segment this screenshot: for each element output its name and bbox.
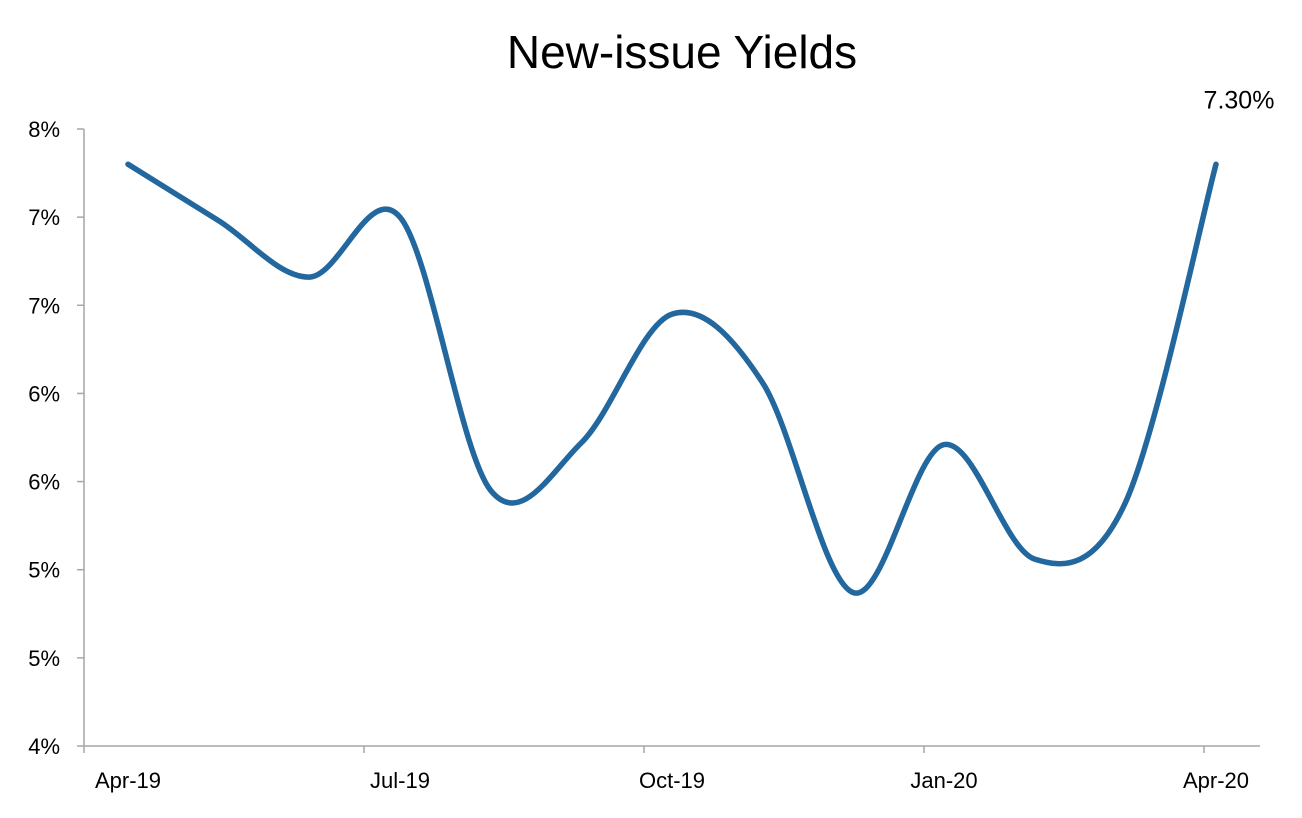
y-tick-label: 7% <box>28 293 60 318</box>
y-tick-label: 6% <box>28 470 60 495</box>
x-tick-label: Apr-20 <box>1183 768 1249 793</box>
y-axis: 4% 5% 5% 6% 6% 7% 7% 8% <box>28 117 85 759</box>
series-lines <box>125 161 1219 596</box>
chart-title: New-issue Yields <box>507 26 857 78</box>
x-axis: Apr-19 Jul-19 Oct-19 Jan-20 Apr-20 <box>83 745 1260 793</box>
x-tick-label: Jul-19 <box>370 768 430 793</box>
x-tick-label: Oct-19 <box>639 768 705 793</box>
y-tick-label: 5% <box>28 646 60 671</box>
y-tick-label: 7% <box>28 205 60 230</box>
series-line <box>125 161 1219 596</box>
y-tick-label: 5% <box>28 558 60 583</box>
x-tick-label: Apr-19 <box>95 768 161 793</box>
y-tick-label: 4% <box>28 734 60 759</box>
y-tick-label: 6% <box>28 381 60 406</box>
data-label: 7.30% <box>1204 86 1275 114</box>
y-tick-label: 8% <box>28 117 60 142</box>
data-labels: 7.30% <box>1204 86 1275 114</box>
x-tick-label: Jan-20 <box>910 768 977 793</box>
